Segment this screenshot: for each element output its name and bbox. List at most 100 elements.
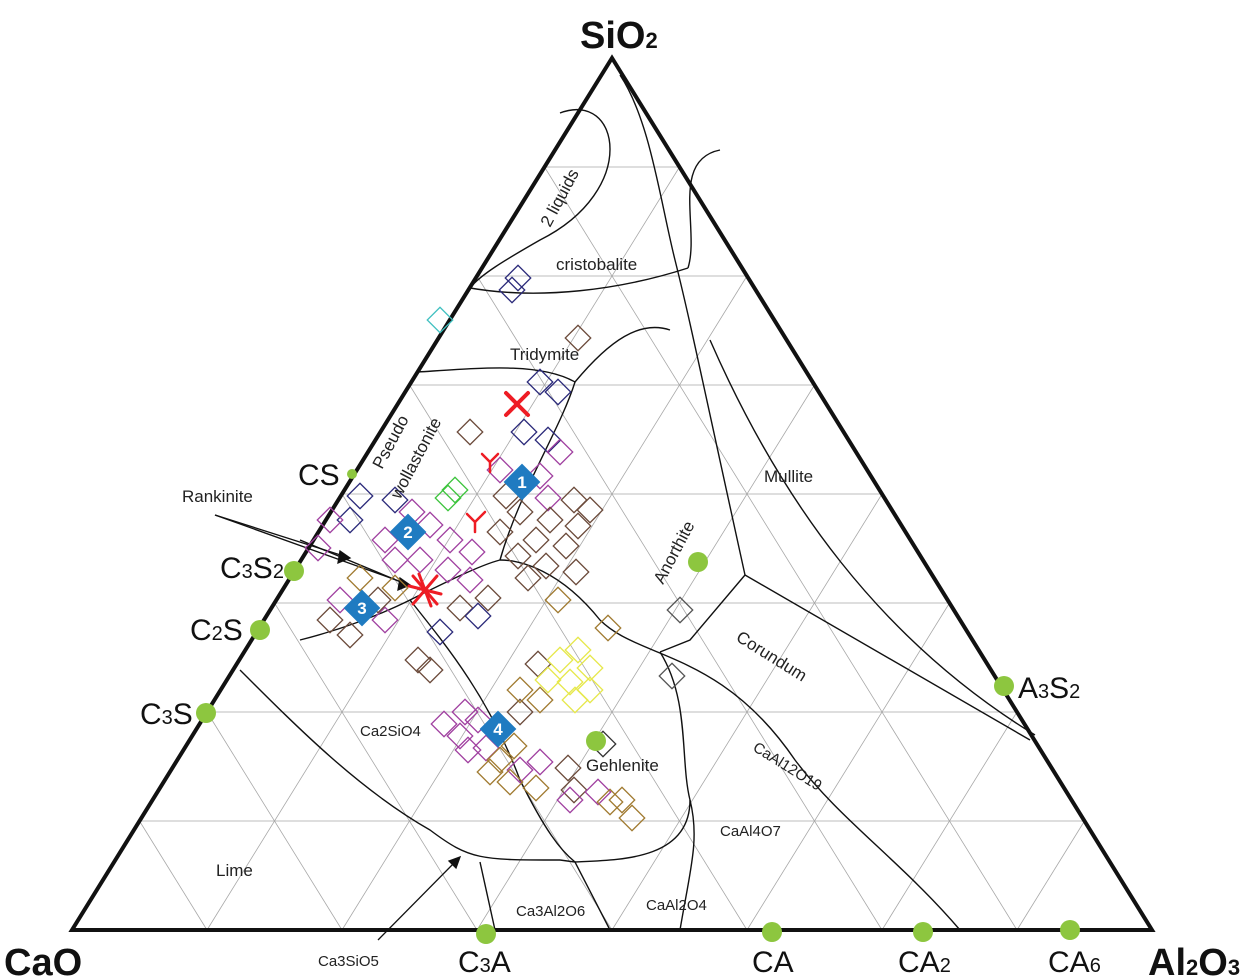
grid-line (1016, 820, 1085, 931)
region-caal12o19: CaAl12O19 (750, 739, 825, 795)
sample-marker (474, 584, 502, 612)
sample-marker (498, 276, 526, 304)
sample-marker (434, 556, 462, 584)
cross-marker (504, 391, 530, 417)
svg-text:CaO: CaO (4, 942, 82, 979)
sample-marker (562, 558, 590, 586)
region-cristobalite: cristobalite (556, 255, 637, 274)
sample-marker (534, 426, 562, 454)
c3s2-point (284, 561, 304, 581)
sample-marker (426, 618, 454, 646)
vertex-cao: CaO (4, 942, 82, 979)
region-ca3sio5: Ca3SiO5 (318, 953, 379, 970)
vertex-sio2: SiO2 (580, 15, 658, 57)
grid-line (544, 166, 1018, 931)
sample-marker (464, 602, 492, 630)
region-ca3al2o6: Ca3Al2O6 (516, 903, 585, 920)
region-tridymite: Tridymite (510, 345, 579, 364)
svg-text:CS: CS (298, 459, 340, 492)
sample-marker (456, 418, 484, 446)
svg-text:3: 3 (357, 599, 366, 618)
anorthite-point (688, 552, 708, 572)
svg-text:CA6: CA6 (1048, 946, 1101, 979)
region-ca2sio4: Ca2SiO4 (360, 723, 421, 740)
ca6-point (1060, 920, 1080, 940)
svg-text:SiO2: SiO2 (580, 15, 658, 57)
region-caal2o4: CaAl2O4 (646, 897, 707, 914)
grid-line (274, 602, 478, 931)
svg-text:C3S: C3S (140, 698, 193, 731)
sample-marker (434, 484, 462, 512)
sample-marker (546, 646, 574, 674)
region-caal4o7: CaAl4O7 (720, 823, 781, 840)
grid-line (746, 602, 950, 931)
region-2-liquids: 2 liquids (537, 166, 583, 230)
svg-text:Al2O3: Al2O3 (1148, 942, 1240, 979)
sample-marker (524, 650, 552, 678)
region-corundum: Corundum (733, 627, 810, 685)
marker-1: 1 (503, 463, 541, 501)
grid-line (139, 820, 208, 931)
marker-4: 4 (479, 710, 517, 748)
grid-line (206, 166, 680, 931)
red-cross-markers (407, 391, 530, 608)
sample-marker (406, 546, 434, 574)
ca2-point (913, 922, 933, 942)
cross-marker (407, 572, 443, 608)
sample-marker (336, 621, 364, 649)
sample-marker (618, 804, 646, 832)
sample-marker (522, 774, 550, 802)
vertex-al2o3: Al2O3 (1148, 942, 1240, 979)
sample-marker (436, 526, 464, 554)
cs-point (347, 469, 357, 479)
marker-2: 2 (389, 513, 427, 551)
svg-text:4: 4 (493, 720, 503, 739)
sample-marker (608, 786, 636, 814)
svg-text:C3S2: C3S2 (220, 552, 284, 585)
sample-marker (560, 486, 588, 514)
sample-marker (546, 438, 574, 466)
marker-3: 3 (343, 589, 381, 627)
sample-marker (576, 496, 604, 524)
region-lime: Lime (216, 861, 253, 880)
sample-marker (556, 786, 584, 814)
sample-marker (522, 526, 550, 554)
phase-boundaries (239, 74, 1036, 931)
grid-line (476, 384, 815, 931)
region-rankinite: Rankinite (182, 487, 253, 506)
c2s-point (250, 620, 270, 640)
sample-marker (458, 538, 486, 566)
sample-marker (441, 476, 469, 504)
ca-point (762, 922, 782, 942)
compound-points (196, 469, 1080, 944)
region-gehlenite: Gehlenite (586, 756, 659, 775)
a3s2-point (994, 676, 1014, 696)
svg-text:C3A: C3A (458, 946, 511, 979)
sample-marker (336, 506, 364, 534)
c3s-point (196, 703, 216, 723)
triangle-outline (68, 54, 1156, 932)
region-anorthite: Anorthite (650, 518, 699, 587)
composition-grid (139, 166, 1085, 931)
svg-text:CA: CA (752, 946, 794, 979)
svg-text:A3S2: A3S2 (1018, 672, 1080, 705)
svg-text:1: 1 (517, 473, 526, 492)
sample-marker (552, 532, 580, 560)
cross-marker (480, 452, 500, 474)
sample-marker (536, 506, 564, 534)
numbered-markers: 1 2 3 4 (343, 463, 541, 748)
region-mullite: Mullite (764, 467, 813, 486)
sample-marker (346, 482, 374, 510)
sample-marker (544, 586, 572, 614)
grid-line (409, 384, 748, 931)
cross-marker (465, 510, 487, 534)
gehlenite-point (586, 731, 606, 751)
svg-text:CA2: CA2 (898, 946, 951, 979)
svg-text:2: 2 (403, 523, 412, 542)
sample-marker (430, 710, 458, 738)
svg-text:C2S: C2S (190, 614, 243, 647)
sample-marker (560, 776, 588, 804)
ca3sio5-pointer (377, 855, 462, 941)
sample-marker (504, 264, 532, 292)
